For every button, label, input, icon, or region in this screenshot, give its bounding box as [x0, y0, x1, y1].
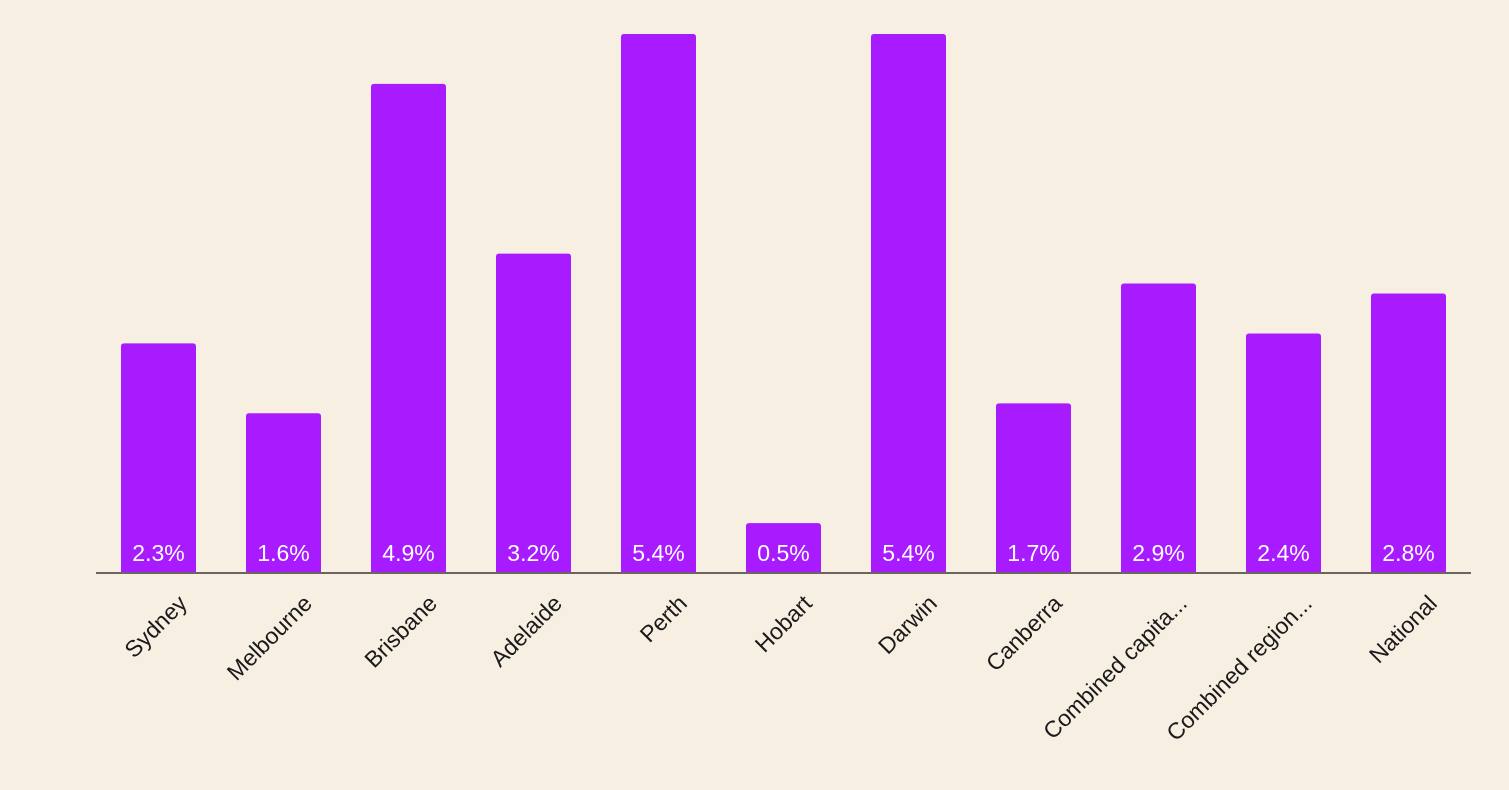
bar-value-label: 5.4%: [632, 540, 684, 566]
bar-value-label: 0.5%: [757, 540, 809, 566]
bar-value-label: 2.8%: [1382, 540, 1434, 566]
bar-10: [1371, 293, 1446, 573]
category-label: Brisbane: [359, 590, 442, 673]
category-label: Hobart: [750, 590, 818, 658]
category-label: Canberra: [981, 590, 1067, 676]
category-label: Perth: [635, 590, 692, 647]
bar-5: [746, 523, 821, 573]
bar-0: [121, 343, 196, 573]
bar-6: [871, 34, 946, 573]
category-label: Adelaide: [485, 590, 567, 672]
bar-9: [1246, 333, 1321, 573]
bar-value-label: 3.2%: [507, 540, 559, 566]
bar-7: [996, 403, 1071, 573]
bar-value-label: 2.4%: [1257, 540, 1309, 566]
bar-value-label: 1.7%: [1007, 540, 1059, 566]
bar-value-label: 5.4%: [882, 540, 934, 566]
category-label: Darwin: [873, 590, 942, 659]
bar-value-label: 4.9%: [382, 540, 434, 566]
bar-value-label: 1.6%: [257, 540, 309, 566]
bar-8: [1121, 283, 1196, 573]
category-labels-group: Sydney Melbourne Brisbane Adelaide Perth Hoba…: [119, 590, 1442, 746]
bar-value-label: 2.3%: [132, 540, 184, 566]
bar-1: [246, 413, 321, 573]
bar-2: [371, 83, 446, 573]
category-label: Melbourne: [222, 590, 317, 685]
bar-3: [496, 253, 571, 573]
bar-value-label: 2.9%: [1132, 540, 1184, 566]
category-label: Sydney: [119, 590, 192, 663]
bar-4: [621, 34, 696, 573]
bars-group: 2.3% 1.6% 4.9% 3.2% 5.4% 0.5% 5.4% 1.7% 2.9% 2.4%…: [121, 34, 1446, 573]
category-label: National: [1364, 590, 1442, 668]
